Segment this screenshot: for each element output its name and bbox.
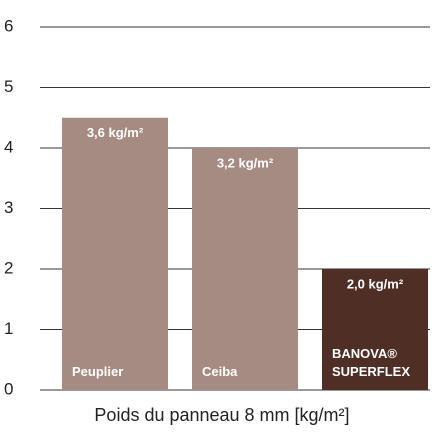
y-tick-label: 3: [4, 198, 13, 217]
bar-annotation: 3,6 kg/m²: [87, 125, 144, 140]
x-axis-label: Poids du panneau 8 mm [kg/m²]: [94, 405, 349, 425]
y-tick-label: 0: [4, 379, 13, 398]
y-tick-label: 1: [4, 319, 13, 338]
y-tick-label: 4: [4, 137, 13, 156]
y-tick-label: 6: [4, 16, 13, 35]
bar: [322, 269, 428, 390]
y-tick-label: 2: [4, 258, 13, 277]
y-tick-label: 5: [4, 77, 13, 96]
category-label: BANOVA® SUPERFLEX: [332, 346, 410, 379]
category-label: Peuplier: [72, 364, 123, 379]
bar: [62, 117, 168, 390]
category-label: Ceiba: [202, 364, 238, 379]
bar: [192, 148, 298, 390]
bar-annotation: 2,0 kg/m²: [347, 276, 404, 291]
bar-annotation: 3,2 kg/m²: [217, 155, 274, 170]
